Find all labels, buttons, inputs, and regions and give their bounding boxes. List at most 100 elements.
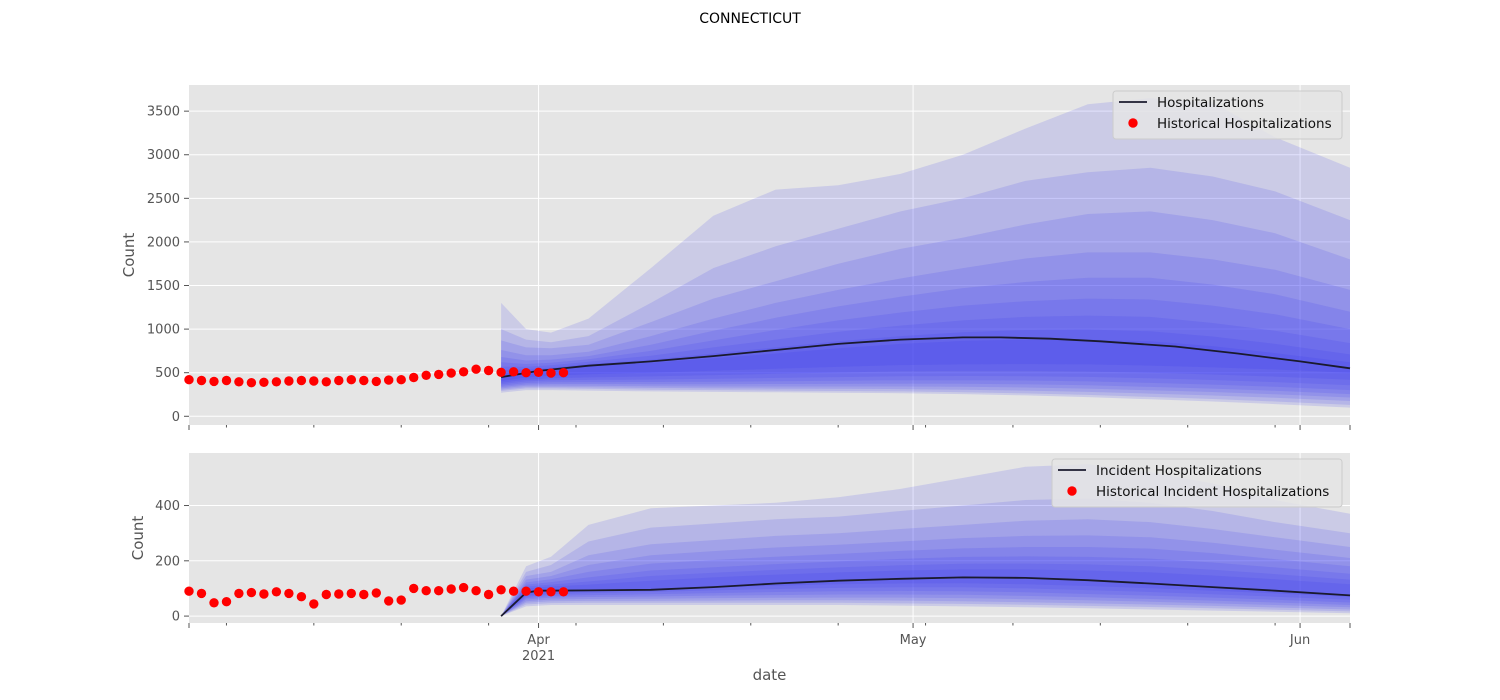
historical-point <box>533 587 544 597</box>
historical-point <box>221 597 232 607</box>
historical-point <box>259 589 269 599</box>
series-incident <box>184 576 1351 617</box>
legend-historical-swatch <box>1067 486 1077 496</box>
y-tick-label: 2000 <box>147 235 180 250</box>
forecast-band-3 <box>501 519 1351 617</box>
historical-point <box>521 368 531 378</box>
historical-point <box>546 587 556 597</box>
historical-point <box>321 377 331 387</box>
x-tick-label: Apr <box>527 633 550 648</box>
y-tick-label: 200 <box>155 554 180 569</box>
historical-point <box>371 376 381 387</box>
historical-point <box>371 588 381 598</box>
historical-point <box>246 378 257 388</box>
historical-point <box>196 588 207 599</box>
historical-point <box>508 367 519 377</box>
forecast-band-7 <box>501 315 1351 386</box>
historical-point <box>346 588 356 599</box>
historical-point <box>234 377 244 387</box>
historical-point <box>246 587 257 598</box>
historical-point <box>446 368 456 378</box>
y-tick-label: 0 <box>172 410 180 425</box>
historical-point <box>284 376 294 386</box>
historical-point <box>396 375 406 385</box>
legend-hospitalizations: Hospitalizations Historical Hospitalizati… <box>1112 90 1343 140</box>
historical-point <box>334 375 344 386</box>
historical-point <box>359 589 369 600</box>
historical-point <box>508 586 519 596</box>
historical-point <box>196 375 207 386</box>
forecast-band-5 <box>501 277 1351 395</box>
historical-point <box>184 586 194 596</box>
legend-label-historical: Historical Incident Hospitalizations <box>1096 484 1329 500</box>
historical-point <box>409 372 419 383</box>
legend-box <box>1051 458 1343 508</box>
x-tick-label: Jun <box>1289 633 1310 648</box>
historical-point <box>359 375 369 386</box>
historical-point <box>471 586 481 596</box>
historical-point <box>234 588 244 599</box>
historical-point <box>384 375 394 385</box>
figure-title: CONNECTICUT <box>699 11 801 27</box>
legend-label-median: Incident Hospitalizations <box>1096 463 1262 479</box>
historical-point <box>496 367 506 377</box>
grid-hospitalizations <box>189 85 1350 425</box>
historical-point <box>259 377 269 387</box>
y-tick-label: 500 <box>155 366 180 381</box>
y-tick-label: 0 <box>172 610 180 625</box>
historical-point <box>446 584 456 594</box>
historical-point <box>471 364 481 374</box>
legend-incident: Incident Hospitalizations Historical Inci… <box>1051 458 1343 508</box>
forecast-band-1 <box>501 98 1351 408</box>
historical-point <box>296 375 307 386</box>
historical-point <box>309 376 319 386</box>
y-axis-label: Count <box>120 233 138 278</box>
legend-label-median: Hospitalizations <box>1157 95 1264 111</box>
y-tick-label: 3000 <box>147 148 180 163</box>
forecast-band-8 <box>501 329 1351 383</box>
historical-point <box>271 377 282 387</box>
forecast-band-7 <box>501 563 1351 617</box>
historical-point <box>483 365 494 376</box>
historical-point <box>321 589 331 600</box>
historical-point <box>558 368 569 378</box>
historical-point <box>346 375 356 385</box>
historical-point <box>558 587 569 597</box>
historical-point <box>209 598 219 608</box>
series-hospitalizations <box>184 336 1351 388</box>
historical-point <box>209 376 219 387</box>
forecast-band-4 <box>501 252 1351 398</box>
forecast-band-6 <box>501 556 1351 617</box>
historical-point <box>384 596 394 606</box>
historical-point <box>396 595 406 605</box>
y-tick-label: 400 <box>155 499 180 514</box>
historical-point <box>309 599 319 609</box>
forecast-band-9 <box>501 339 1351 381</box>
y-tick-label: 1500 <box>147 279 180 294</box>
historical-point <box>458 582 469 593</box>
forecast-band-8 <box>501 569 1351 617</box>
y-tick-label: 3500 <box>147 105 180 120</box>
x-axis-label: date <box>753 666 787 684</box>
forecast-band-2 <box>501 167 1351 405</box>
historical-point <box>334 589 344 599</box>
historical-point <box>409 583 419 594</box>
y-tick-label: 1000 <box>147 323 180 338</box>
legend-label-historical: Historical Hospitalizations <box>1157 116 1332 132</box>
panel-background-hospitalizations <box>189 85 1350 425</box>
x-tick-sublabel: 2021 <box>522 649 555 664</box>
historical-point <box>458 367 469 377</box>
y-axis-label: Count <box>129 516 147 561</box>
y-tick-label: 2500 <box>147 192 180 207</box>
historical-point <box>421 370 431 380</box>
forecast-bands-hospitalizations <box>501 98 1351 408</box>
legend-historical-swatch <box>1128 118 1138 128</box>
historical-point <box>483 589 494 600</box>
historical-point <box>434 369 444 380</box>
historical-point <box>496 585 506 595</box>
forecast-band-4 <box>501 535 1351 617</box>
historical-point <box>296 592 307 602</box>
forecast-band-6 <box>501 298 1351 391</box>
historical-point <box>533 367 544 377</box>
